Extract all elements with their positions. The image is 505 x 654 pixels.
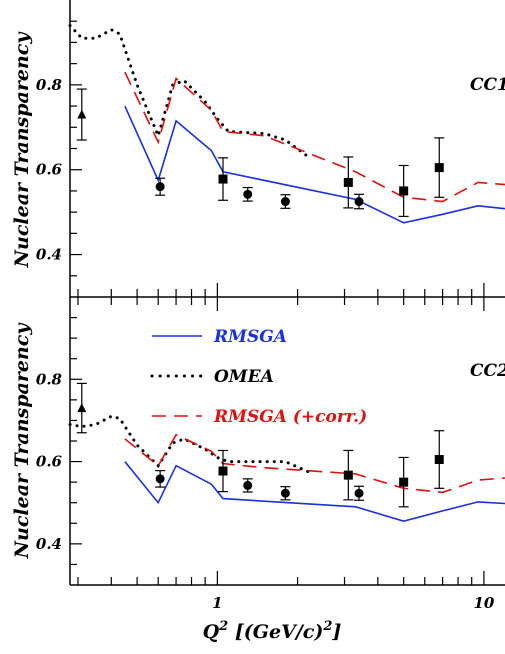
triangle-marker [77, 403, 87, 413]
bottom-y-tick-label-1: 0.6 [36, 453, 63, 471]
square-marker [399, 477, 409, 487]
circle-marker [354, 488, 364, 498]
square-marker [434, 455, 444, 465]
bottom-point-circle-2 [280, 486, 291, 501]
circle-marker [243, 480, 253, 490]
x-axis-label-close: ] [331, 621, 341, 643]
top-point-square-1 [343, 156, 354, 209]
bottom-point-circle-0 [155, 470, 166, 488]
x-tick-label-0: 1 [212, 594, 222, 612]
bottom-point-triangle-0 [76, 382, 87, 434]
circle-marker [155, 474, 165, 484]
divider-ticks [77, 283, 485, 311]
top-y-tick-label-0: 0.4 [36, 246, 62, 264]
top-point-circle-3 [354, 193, 365, 210]
y-axis-label-bottom: Nuclear Transparency [11, 322, 33, 560]
x-tick-label-1: 10 [473, 594, 494, 612]
bottom-y-ticks: 0.4 0.6 0.8 [36, 316, 82, 566]
top-point-circle-2 [280, 194, 291, 209]
top-y-tick-label-2: 0.8 [36, 76, 63, 94]
top-point-circle-1 [242, 186, 253, 202]
bottom-series-rmsga-corr [124, 433, 505, 494]
bottom-point-square-1 [343, 449, 354, 501]
circle-marker [155, 182, 165, 192]
square-marker [218, 466, 228, 476]
top-point-circle-0 [155, 177, 166, 196]
square-marker [218, 174, 228, 184]
bottom-point-circle-1 [242, 478, 253, 493]
top-series [68, 24, 505, 224]
panel-label-cc1: CC1 [470, 75, 505, 95]
bottom-series-rmsga [124, 461, 505, 523]
triangle-marker [77, 109, 87, 119]
bottom-series [68, 414, 505, 523]
top-point-triangle-0 [76, 88, 87, 141]
bottom-data-points [76, 382, 445, 508]
x-axis-label-q: Q [203, 621, 220, 643]
bottom-y-tick-label-2: 0.8 [36, 370, 63, 388]
x-axis-label-unit-sup: 2 [322, 619, 332, 634]
square-marker [343, 470, 353, 480]
bottom-point-circle-3 [354, 485, 365, 501]
bottom-x-ticks: 1 10 [77, 571, 495, 612]
top-series-omea [68, 24, 311, 159]
panel-label-cc2: CC2 [470, 361, 505, 381]
circle-marker [280, 488, 290, 498]
square-marker [434, 163, 444, 173]
legend-label-rmsga: RMSGA [213, 327, 287, 347]
bottom-series-omea [68, 414, 311, 474]
top-data-points [76, 88, 445, 217]
top-y-ticks: 0.4 0.6 0.8 [36, 20, 82, 277]
top-point-square-3 [434, 137, 445, 198]
top-series-rmsga [124, 105, 505, 224]
x-axis-label-q-sup: 2 [218, 619, 228, 634]
circle-marker [243, 189, 253, 199]
bottom-point-square-0 [218, 449, 229, 493]
x-axis-label-unit: [(GeV/c) [228, 621, 323, 643]
top-y-tick-label-1: 0.6 [36, 161, 63, 179]
y-axis-label-top: Nuclear Transparency [11, 31, 33, 269]
bottom-y-tick-label-0: 0.4 [36, 535, 62, 553]
panel-top: CC1 Nuclear Transparency 0.4 0.6 0.8 [11, 0, 505, 297]
square-marker [399, 186, 409, 196]
legend-label-rmsga-corr: RMSGA (+corr.) [213, 407, 367, 427]
circle-marker [354, 197, 364, 207]
top-series-rmsga-corr [124, 71, 505, 203]
panel-bottom: CC2 Nuclear Transparency 0.4 0.6 0.8 1 10 R… [11, 297, 505, 643]
x-axis-label: Q2 [(GeV/c)2] [203, 619, 342, 643]
bottom-point-square-2 [398, 456, 409, 508]
top-point-square-2 [398, 164, 409, 217]
circle-marker [280, 197, 290, 207]
top-point-square-0 [218, 157, 229, 201]
square-marker [343, 177, 353, 187]
legend: RMSGA OMEA RMSGA (+corr.) [150, 327, 367, 427]
legend-label-omea: OMEA [214, 367, 274, 387]
bottom-point-square-3 [434, 430, 445, 489]
